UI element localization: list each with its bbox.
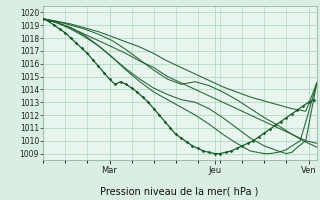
Text: Pression niveau de la mer( hPa ): Pression niveau de la mer( hPa ) <box>100 186 258 196</box>
